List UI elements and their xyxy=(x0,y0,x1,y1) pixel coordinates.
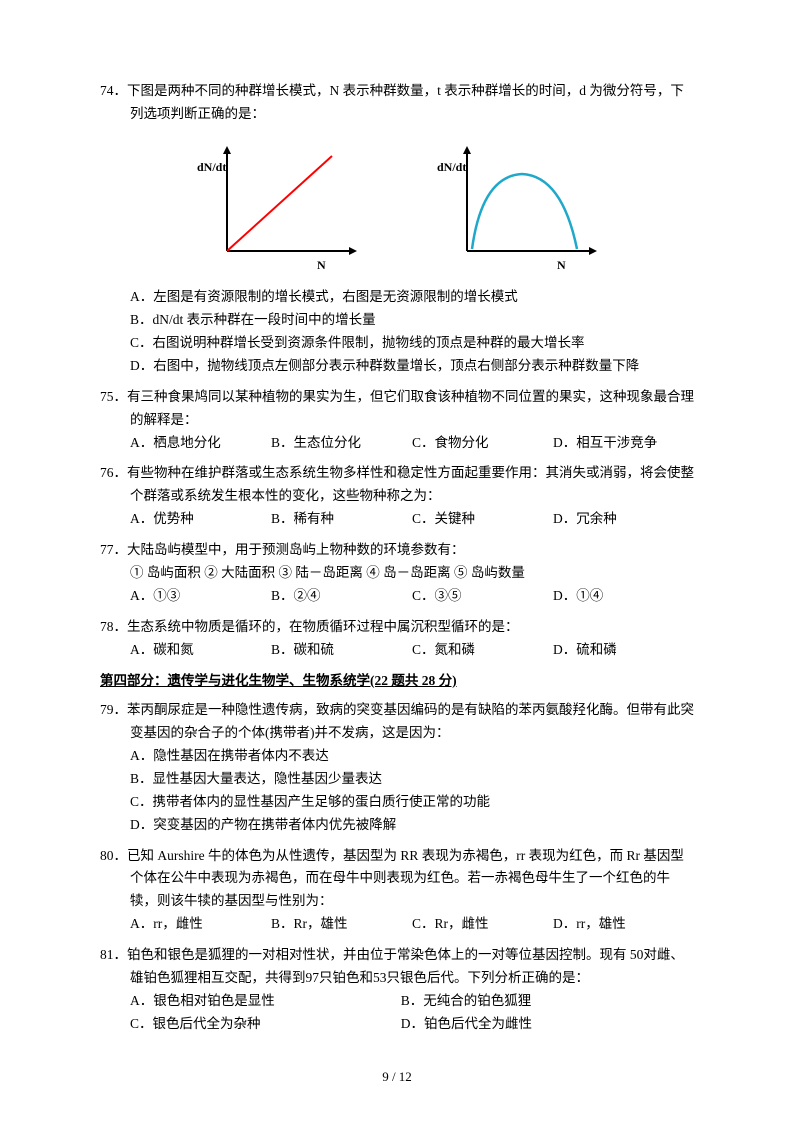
q74-charts: dN/dt N dN/dt N xyxy=(100,126,694,286)
question-81: 81．铂色和银色是狐狸的一对相对性状，并由位于常染色体上的一对等位基因控制。现有… xyxy=(100,944,694,1036)
q76-options: A．优势种 B．稀有种 C．关键种 D．冗余种 xyxy=(100,508,694,531)
question-74: 74．下图是两种不同的种群增长模式，N 表示种群数量，t 表示种群增长的时间，d… xyxy=(100,80,694,378)
chart1-ylabel: dN/dt xyxy=(197,160,226,174)
q78-options: A．碳和氮 B．碳和硫 C．氮和磷 D．硫和磷 xyxy=(100,639,694,662)
q78-optB: B．碳和硫 xyxy=(271,639,412,662)
q75-optC: C．食物分化 xyxy=(412,432,553,455)
chart2-ylabel: dN/dt xyxy=(437,160,466,174)
q80-stem: 80．已知 Aurshire 牛的体色为从性遗传，基因型为 RR 表现为赤褐色，… xyxy=(100,845,694,914)
chart1-xarrow xyxy=(349,247,357,255)
chart1-line xyxy=(227,156,332,251)
q77-circles: ① 岛屿面积 ② 大陆面积 ③ 陆－岛距离 ④ 岛－岛距离 ⑤ 岛屿数量 xyxy=(100,562,694,585)
q75-stem: 75．有三种食果鸠同以某种植物的果实为生，但它们取食该种植物不同位置的果实，这种… xyxy=(100,386,694,432)
q76-text: 有些物种在维护群落或生态系统生物多样性和稳定性方面起重要作用：其消失或消弱，将会… xyxy=(127,465,694,503)
q81-optC: C．银色后代全为杂种 xyxy=(130,1013,401,1036)
q77-optB: B．②④ xyxy=(271,585,412,608)
q74-stem: 74．下图是两种不同的种群增长模式，N 表示种群数量，t 表示种群增长的时间，d… xyxy=(100,80,694,126)
chart2-yarrow xyxy=(463,146,471,154)
q78-stem: 78．生态系统中物质是循环的，在物质循环过程中属沉积型循环的是： xyxy=(100,616,694,639)
question-76: 76．有些物种在维护群落或生态系统生物多样性和稳定性方面起重要作用：其消失或消弱… xyxy=(100,462,694,531)
chart-left-svg: dN/dt N xyxy=(187,136,367,276)
chart-right-svg: dN/dt N xyxy=(427,136,607,276)
q76-optA: A．优势种 xyxy=(130,508,271,531)
q80-optA: A．rr，雌性 xyxy=(130,913,271,936)
q81-options-row2: C．银色后代全为杂种D．铂色后代全为雌性 xyxy=(100,1013,694,1036)
q74-num: 74． xyxy=(100,83,127,98)
q75-text: 有三种食果鸠同以某种植物的果实为生，但它们取食该种植物不同位置的果实，这种现象最… xyxy=(127,389,694,427)
chart2-xarrow xyxy=(589,247,597,255)
question-75: 75．有三种食果鸠同以某种植物的果实为生，但它们取食该种植物不同位置的果实，这种… xyxy=(100,386,694,455)
chart2-curve xyxy=(472,174,577,249)
question-77: 77．大陆岛屿模型中，用于预测岛屿上物种数的环境参数有： ① 岛屿面积 ② 大陆… xyxy=(100,539,694,608)
q81-options-row1: A．银色相对铂色是显性B．无纯合的铂色狐狸 xyxy=(100,990,694,1013)
q77-optC: C．③⑤ xyxy=(412,585,553,608)
q80-options: A．rr，雌性 B．Rr，雄性 C．Rr，雌性 D．rr，雄性 xyxy=(100,913,694,936)
q80-optD: D．rr，雄性 xyxy=(553,913,694,936)
q78-num: 78． xyxy=(100,619,127,634)
q77-options: A．①③ B．②④ C．③⑤ D．①④ xyxy=(100,585,694,608)
q81-optD: D．铂色后代全为雌性 xyxy=(401,1013,672,1036)
q75-optB: B．生态位分化 xyxy=(271,432,412,455)
q76-num: 76． xyxy=(100,465,127,480)
q78-optD: D．硫和磷 xyxy=(553,639,694,662)
q78-text: 生态系统中物质是循环的，在物质循环过程中属沉积型循环的是： xyxy=(127,619,519,634)
q76-stem: 76．有些物种在维护群落或生态系统生物多样性和稳定性方面起重要作用：其消失或消弱… xyxy=(100,462,694,508)
chart-left: dN/dt N xyxy=(187,136,367,276)
q75-num: 75． xyxy=(100,389,127,404)
q74-optD: D．右图中，抛物线顶点左侧部分表示种群数量增长，顶点右侧部分表示种群数量下降 xyxy=(100,355,694,378)
q75-optD: D．相互干涉竞争 xyxy=(553,432,694,455)
q76-optD: D．冗余种 xyxy=(553,508,694,531)
q81-stem: 81．铂色和银色是狐狸的一对相对性状，并由位于常染色体上的一对等位基因控制。现有… xyxy=(100,944,694,990)
q79-optB: B．显性基因大量表达，隐性基因少量表达 xyxy=(100,768,694,791)
q80-num: 80． xyxy=(100,848,127,863)
chart-right: dN/dt N xyxy=(427,136,607,276)
q80-text: 已知 Aurshire 牛的体色为从性遗传，基因型为 RR 表现为赤褐色，rr … xyxy=(127,848,684,909)
q77-num: 77． xyxy=(100,542,127,557)
q76-optC: C．关键种 xyxy=(412,508,553,531)
q80-optB: B．Rr，雄性 xyxy=(271,913,412,936)
question-79: 79．苯丙酮尿症是一种隐性遗传病，致病的突变基因编码的是有缺陷的苯丙氨酸羟化酶。… xyxy=(100,699,694,837)
section-4-header: 第四部分：遗传学与进化生物学、生物系统学(22 题共 28 分) xyxy=(100,670,694,693)
q74-optA: A．左图是有资源限制的增长模式，右图是无资源限制的增长模式 xyxy=(100,286,694,309)
q74-optC: C．右图说明种群增长受到资源条件限制，抛物线的顶点是种群的最大增长率 xyxy=(100,332,694,355)
q78-optA: A．碳和氮 xyxy=(130,639,271,662)
question-78: 78．生态系统中物质是循环的，在物质循环过程中属沉积型循环的是： A．碳和氮 B… xyxy=(100,616,694,662)
q75-optA: A．栖息地分化 xyxy=(130,432,271,455)
chart1-yarrow xyxy=(223,146,231,154)
q79-optA: A．隐性基因在携带者体内不表达 xyxy=(100,745,694,768)
question-80: 80．已知 Aurshire 牛的体色为从性遗传，基因型为 RR 表现为赤褐色，… xyxy=(100,845,694,937)
q81-num: 81． xyxy=(100,947,127,962)
q77-optA: A．①③ xyxy=(130,585,271,608)
q79-optD: D．突变基因的产物在携带者体内优先被降解 xyxy=(100,814,694,837)
q75-options: A．栖息地分化 B．生态位分化 C．食物分化 D．相互干涉竞争 xyxy=(100,432,694,455)
q77-stem: 77．大陆岛屿模型中，用于预测岛屿上物种数的环境参数有： xyxy=(100,539,694,562)
q77-text: 大陆岛屿模型中，用于预测岛屿上物种数的环境参数有： xyxy=(127,542,465,557)
q79-optC: C．携带者体内的显性基因产生足够的蛋白质行使正常的功能 xyxy=(100,791,694,814)
q81-optB: B．无纯合的铂色狐狸 xyxy=(401,990,672,1013)
q78-optC: C．氮和磷 xyxy=(412,639,553,662)
q79-num: 79． xyxy=(100,702,127,717)
q77-optD: D．①④ xyxy=(553,585,694,608)
exam-page: 74．下图是两种不同的种群增长模式，N 表示种群数量，t 表示种群增长的时间，d… xyxy=(0,0,794,1123)
q79-stem: 79．苯丙酮尿症是一种隐性遗传病，致病的突变基因编码的是有缺陷的苯丙氨酸羟化酶。… xyxy=(100,699,694,745)
chart2-xlabel: N xyxy=(557,258,566,272)
q79-text: 苯丙酮尿症是一种隐性遗传病，致病的突变基因编码的是有缺陷的苯丙氨酸羟化酶。但带有… xyxy=(127,702,694,740)
q76-optB: B．稀有种 xyxy=(271,508,412,531)
q81-optA: A．银色相对铂色是显性 xyxy=(130,990,401,1013)
q80-optC: C．Rr，雌性 xyxy=(412,913,553,936)
page-number: 9 / 12 xyxy=(0,1066,794,1088)
q81-text: 铂色和银色是狐狸的一对相对性状，并由位于常染色体上的一对等位基因控制。现有 50… xyxy=(127,947,684,985)
chart1-xlabel: N xyxy=(317,258,326,272)
q74-text: 下图是两种不同的种群增长模式，N 表示种群数量，t 表示种群增长的时间，d 为微… xyxy=(127,83,684,121)
q74-optB: B．dN/dt 表示种群在一段时间中的增长量 xyxy=(100,309,694,332)
